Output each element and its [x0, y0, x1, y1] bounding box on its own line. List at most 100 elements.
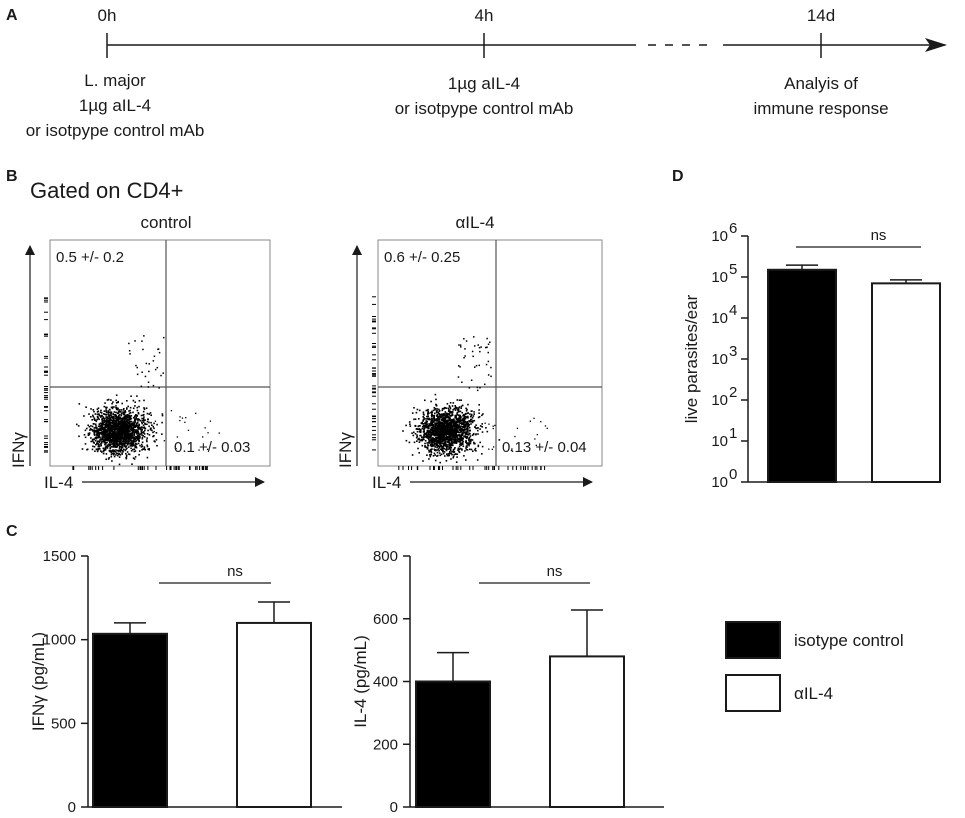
- flow-event: [137, 428, 140, 430]
- flow-event: [456, 411, 459, 414]
- flow-event: [459, 442, 462, 445]
- flow-event: [109, 443, 111, 445]
- flow-event: [105, 426, 108, 429]
- flow-event: [126, 416, 128, 418]
- parasites-y-tick-exponent: 4: [729, 302, 737, 319]
- flow-event: [468, 441, 470, 443]
- flow-event: [135, 417, 137, 420]
- flow-event: [437, 428, 440, 430]
- flow-event: [152, 360, 155, 362]
- flow-plot-ail4-frame: [377, 239, 603, 467]
- flow-event: [135, 423, 138, 426]
- flow-event: [128, 453, 131, 456]
- flow-event: [470, 420, 472, 423]
- flow-event: [445, 449, 448, 452]
- flow-event: [449, 437, 452, 439]
- flow-event: [453, 439, 455, 441]
- flow-event: [109, 441, 111, 444]
- flow-event: [115, 431, 117, 433]
- flow-event: [458, 448, 460, 451]
- flow-event: [126, 418, 128, 420]
- flow-event: [450, 458, 452, 460]
- flow-event: [470, 448, 473, 451]
- flow-event: [114, 439, 116, 441]
- flow-event: [433, 416, 435, 418]
- flow-event: [105, 414, 108, 416]
- flow-event: [450, 426, 452, 428]
- flow-event: [466, 426, 469, 429]
- flow-event: [121, 442, 124, 444]
- flow-event: [105, 429, 107, 431]
- flow-event: [427, 412, 429, 415]
- flow-event: [446, 446, 448, 449]
- flow-event: [119, 438, 121, 441]
- flow-event: [118, 431, 120, 433]
- flow-event: [454, 453, 457, 455]
- flow-event: [471, 439, 474, 441]
- flow-event: [161, 433, 163, 435]
- flow-event: [438, 425, 441, 428]
- flow-event: [441, 436, 443, 439]
- parasites-y-tick-exponent: 5: [729, 261, 737, 278]
- flow-event: [442, 413, 444, 415]
- flow-event: [147, 448, 149, 450]
- flow-event: [153, 422, 155, 425]
- flow-event: [462, 428, 465, 431]
- flow-event: [94, 419, 97, 421]
- flow-event: [108, 422, 111, 425]
- flow-event: [457, 447, 460, 450]
- flow-event: [462, 437, 464, 440]
- flow-event: [108, 443, 110, 446]
- flow-event: [103, 420, 105, 422]
- flow-plot-ail4-title: αIL-4: [455, 213, 494, 232]
- flow-event: [438, 437, 441, 440]
- flow-event: [464, 426, 466, 429]
- flow-event: [445, 438, 447, 441]
- flow-event: [114, 442, 116, 445]
- flow-event: [451, 412, 454, 414]
- flow-event: [110, 414, 113, 416]
- flow-event: [141, 445, 144, 448]
- flow-event: [118, 456, 121, 458]
- flow-event: [129, 425, 131, 428]
- flow-event: [102, 452, 105, 455]
- flow-event: [96, 408, 99, 410]
- flow-event: [511, 448, 513, 450]
- flow-event: [442, 416, 445, 419]
- flow-event: [436, 418, 438, 421]
- flow-event: [125, 448, 127, 451]
- flow-event: [444, 425, 447, 428]
- flow-event: [469, 415, 472, 418]
- flow-event: [114, 436, 117, 438]
- flow-event: [448, 452, 451, 455]
- flow-event: [485, 427, 487, 429]
- flow-event: [435, 428, 437, 431]
- flow-event: [100, 409, 102, 412]
- flow-event: [116, 432, 118, 435]
- flow-event: [457, 438, 460, 441]
- flow-event: [413, 431, 415, 434]
- flow-event: [109, 417, 111, 420]
- flow-event: [119, 422, 121, 425]
- flow-event: [446, 454, 449, 457]
- timeline-label-4h: 4h: [475, 6, 494, 25]
- flow-event: [148, 449, 150, 451]
- flow-event: [430, 451, 433, 454]
- flow-event: [449, 410, 451, 413]
- flow-event: [466, 429, 469, 431]
- flow-event: [112, 428, 114, 431]
- flow-event: [92, 409, 95, 411]
- flow-event: [140, 432, 143, 435]
- flow-event: [151, 424, 153, 426]
- flow-event: [150, 421, 152, 424]
- flow-event: [118, 447, 121, 449]
- flow-plot-control-lower-right: 0.1 +/- 0.03: [174, 439, 250, 456]
- flow-event: [441, 407, 444, 410]
- flow-event: [114, 435, 117, 437]
- flow-event: [486, 346, 488, 348]
- flow-event: [477, 429, 479, 432]
- flow-event: [450, 452, 453, 455]
- flow-event: [423, 429, 425, 431]
- flow-event: [481, 423, 483, 425]
